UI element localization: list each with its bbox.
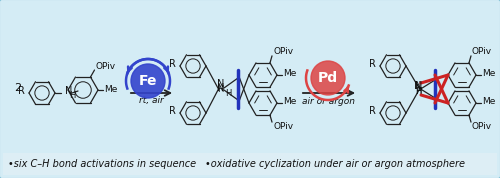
Text: Fe: Fe: [139, 74, 157, 88]
Text: OPiv: OPiv: [472, 47, 492, 56]
Text: R: R: [169, 106, 176, 116]
Text: N: N: [414, 81, 422, 91]
Text: Me: Me: [104, 85, 118, 93]
Text: H: H: [225, 90, 232, 98]
Text: 2: 2: [14, 83, 21, 93]
Circle shape: [311, 61, 345, 95]
Text: N: N: [216, 79, 224, 89]
Text: R: R: [169, 59, 176, 69]
Text: air or argon: air or argon: [302, 96, 356, 106]
Text: N: N: [65, 86, 72, 96]
Text: N: N: [216, 83, 224, 93]
Text: R: R: [369, 59, 376, 69]
Text: OPiv: OPiv: [96, 62, 116, 70]
Text: •oxidative cyclization under air or argon atmosphere: •oxidative cyclization under air or argo…: [205, 159, 465, 169]
Text: rt, air: rt, air: [139, 96, 164, 106]
Text: OPiv: OPiv: [273, 122, 293, 131]
Text: Pd: Pd: [318, 71, 338, 85]
Text: H: H: [414, 88, 421, 96]
Text: Me: Me: [482, 69, 496, 78]
Bar: [3, 153, 497, 175]
Text: •six C–H bond activations in sequence: •six C–H bond activations in sequence: [8, 159, 196, 169]
Text: H: H: [218, 85, 224, 95]
Text: Me: Me: [283, 69, 296, 78]
Text: OPiv: OPiv: [273, 47, 293, 56]
Text: Me: Me: [283, 98, 296, 106]
Circle shape: [131, 64, 165, 98]
Text: R: R: [18, 86, 25, 96]
Text: N: N: [414, 81, 421, 91]
Text: H: H: [416, 88, 422, 96]
Text: Me: Me: [482, 98, 496, 106]
Text: H: H: [69, 91, 75, 101]
Text: R: R: [369, 106, 376, 116]
Text: OPiv: OPiv: [472, 122, 492, 131]
